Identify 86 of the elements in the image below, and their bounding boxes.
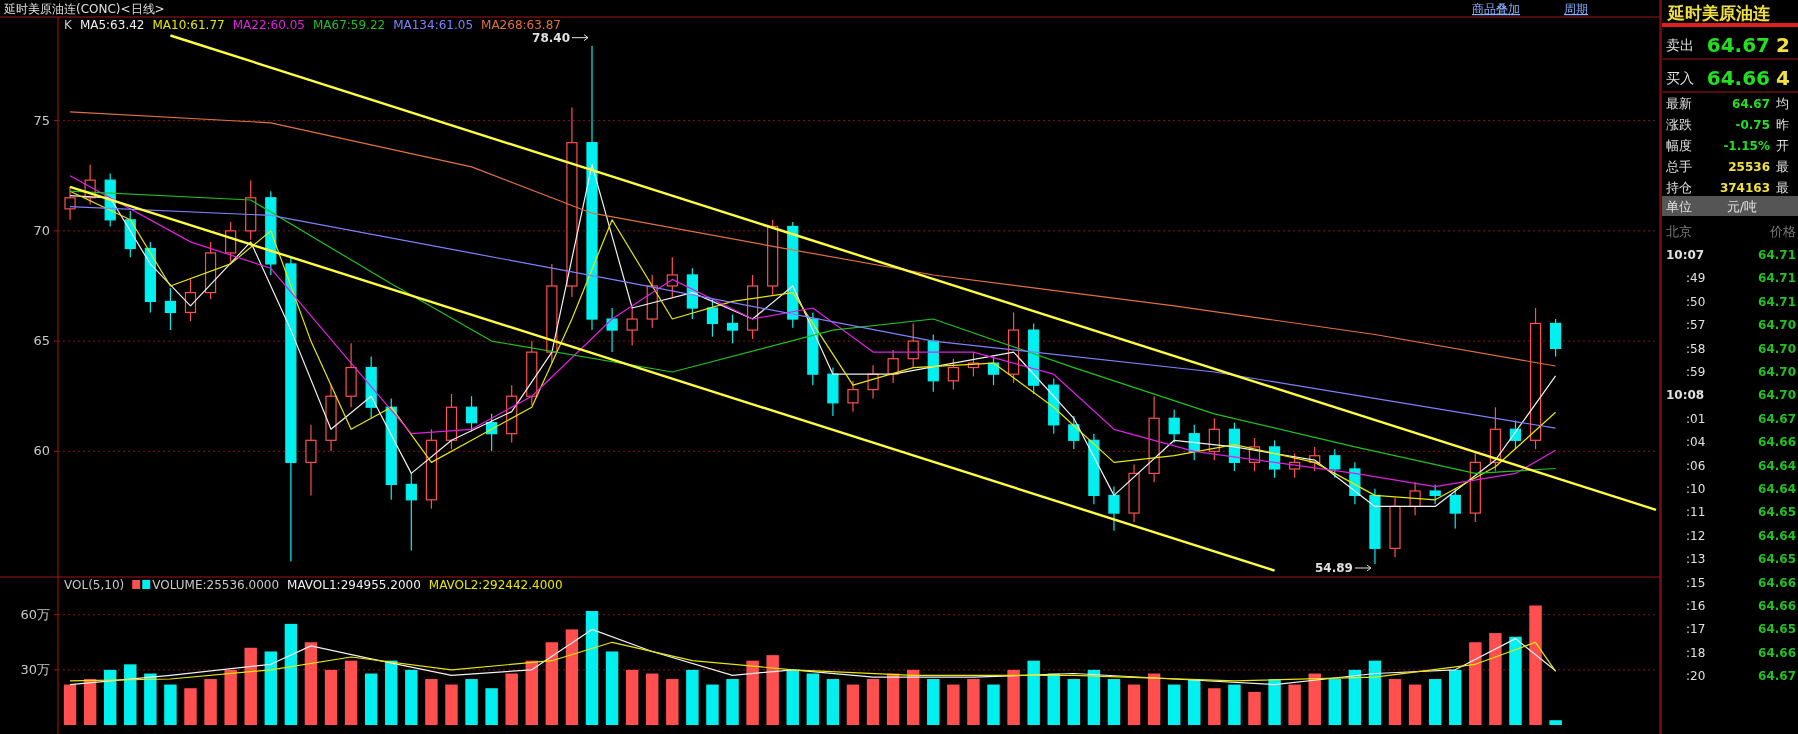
text: 北京 [1666, 224, 1692, 239]
text: 4 [1776, 66, 1790, 90]
text: 10:08 [1666, 388, 1705, 403]
chart-title: 延时美原油连(CONC)<日线> [3, 2, 165, 16]
text: 商品叠加 [1472, 2, 1520, 16]
annotation: 78.40 [532, 30, 570, 45]
text: 10:07 [1666, 248, 1705, 262]
text: 持仓 [1666, 180, 1692, 195]
legend-title: K [64, 18, 73, 32]
text: 64.65 [1758, 622, 1796, 637]
text: MA268:63.87 [481, 18, 561, 32]
text: 买入 [1666, 70, 1694, 86]
text: 64.64 [1758, 458, 1796, 473]
y-tick-label: 75 [33, 112, 50, 128]
text: 64.70 [1758, 341, 1796, 356]
text: 64.64 [1758, 482, 1796, 496]
text: :17 [1686, 622, 1706, 637]
text: 卖出 [1666, 37, 1694, 53]
text: 64.70 [1758, 365, 1796, 379]
text: 25536 [1728, 160, 1770, 174]
text: :50 [1686, 294, 1706, 309]
text: :16 [1686, 599, 1706, 613]
text: :11 [1686, 505, 1706, 520]
text: 涨跌 [1666, 117, 1692, 132]
text: MAVOL2:292442.4000 [428, 578, 563, 592]
y-tick-label: 70 [33, 222, 50, 238]
text: -1.15% [1723, 139, 1770, 153]
text: MA67:59.22 [312, 18, 386, 32]
text: :10 [1686, 482, 1706, 496]
text: 周期 [1564, 2, 1588, 16]
text: MAVOL1:294955.2000 [287, 578, 421, 592]
text: 总手 [1665, 159, 1692, 174]
text: 幅度 [1666, 138, 1692, 153]
text: :57 [1686, 318, 1706, 333]
text: :49 [1686, 271, 1706, 286]
legend-title: VOL(5,10) [64, 578, 125, 592]
text: 64.66 [1758, 645, 1796, 660]
text: 64.64 [1758, 528, 1796, 543]
text: 价格 [1769, 224, 1796, 239]
text: 最 [1776, 159, 1789, 174]
text: 64.67 [1732, 97, 1770, 111]
text: 64.70 [1758, 388, 1796, 403]
text: :20 [1686, 669, 1706, 684]
text: MA5:63.42 [79, 18, 145, 32]
text: 2 [1776, 33, 1790, 57]
text: 均 [1775, 96, 1789, 111]
text: 64.71 [1758, 294, 1796, 309]
text: MA10:61.77 [152, 18, 225, 32]
text: 64.70 [1758, 318, 1796, 333]
text: :59 [1686, 365, 1706, 379]
text: 64.67 [1758, 411, 1796, 426]
text: :01 [1686, 411, 1706, 426]
text: 最 [1776, 180, 1789, 195]
text: 延时美原油连 [1666, 3, 1770, 23]
text: 64.66 [1758, 435, 1796, 450]
annotation: 54.89 [1314, 560, 1353, 575]
text: 开 [1776, 138, 1789, 153]
text: 单位 [1666, 199, 1692, 214]
text: 64.71 [1758, 271, 1796, 286]
text: :12 [1686, 528, 1706, 543]
text: 64.66 [1706, 66, 1770, 90]
text: 64.66 [1758, 575, 1796, 590]
text: :58 [1686, 341, 1706, 356]
text: -0.75 [1735, 118, 1770, 132]
text: 64.66 [1758, 599, 1796, 613]
text: MA22:60.05 [232, 18, 305, 32]
y-tick-label: 30万 [20, 661, 50, 677]
text: :04 [1686, 435, 1706, 450]
text: 元/吨 [1726, 199, 1758, 214]
text: 64.65 [1758, 552, 1796, 567]
text: 昨 [1776, 117, 1789, 132]
text: 374163 [1719, 181, 1770, 195]
y-tick-label: 65 [33, 333, 50, 349]
y-tick-label: 60 [33, 443, 50, 459]
text: 最新 [1666, 96, 1692, 111]
text: MA134:61.05 [393, 18, 474, 32]
text: :15 [1686, 575, 1706, 590]
text: :06 [1686, 458, 1706, 473]
text: 64.65 [1758, 505, 1796, 520]
text: :18 [1686, 645, 1706, 660]
legend-label: VOLUME:25536.0000 [152, 578, 280, 592]
text: 64.67 [1758, 669, 1796, 684]
y-tick-label: 60万 [20, 606, 50, 622]
text: 64.71 [1758, 248, 1796, 262]
text: :13 [1686, 552, 1706, 567]
text: 64.67 [1706, 33, 1770, 57]
